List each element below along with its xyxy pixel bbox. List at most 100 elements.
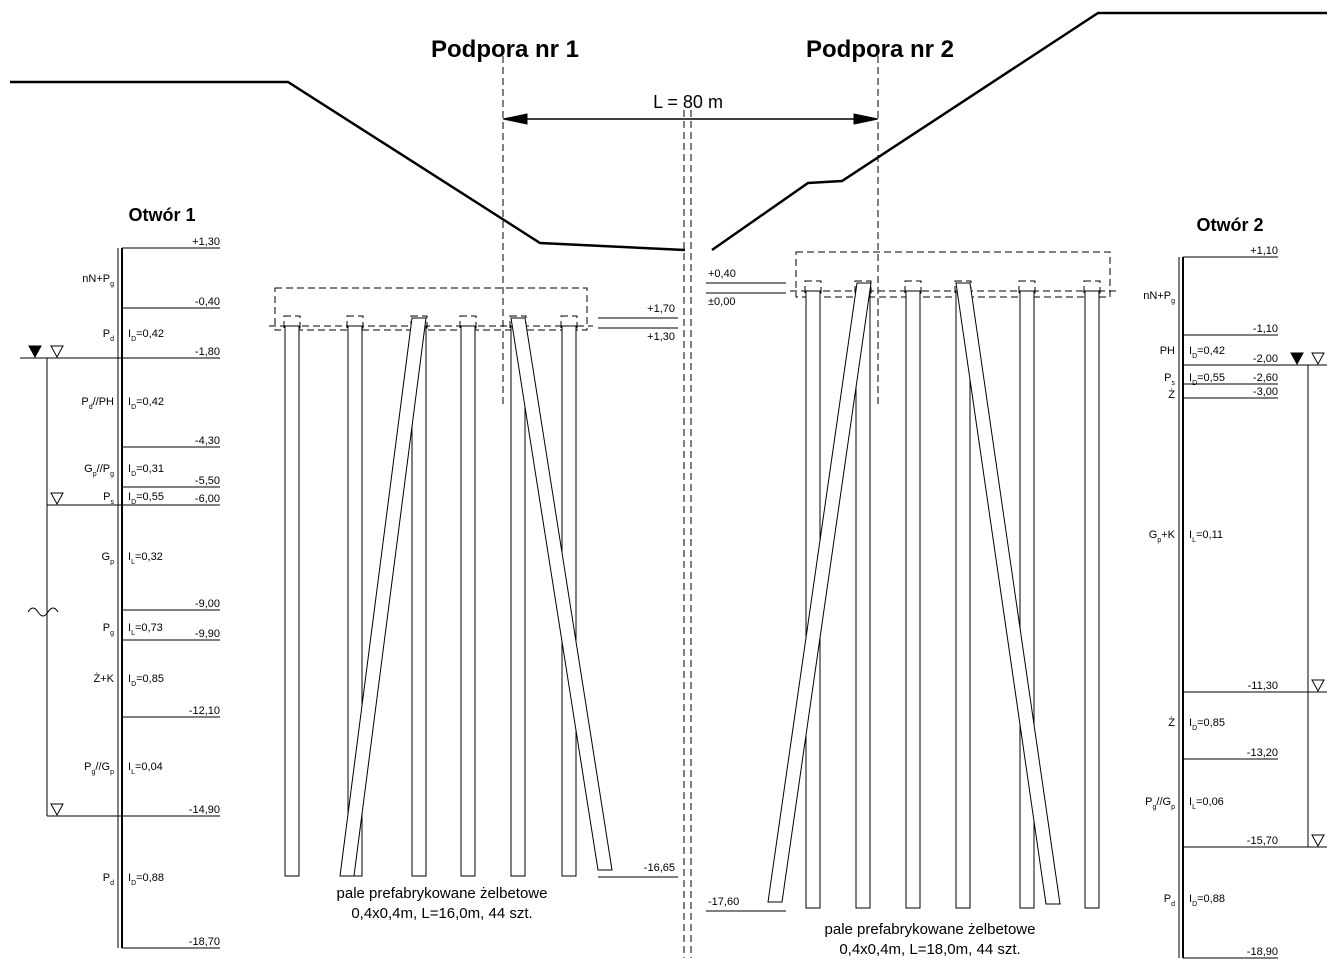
soil-index-part: L	[1192, 537, 1196, 544]
pile	[855, 290, 871, 909]
soil-label-part: d	[1171, 901, 1175, 908]
soil-label: Pg	[103, 622, 114, 637]
soil-index-part: I	[128, 551, 131, 563]
soil-index-part: =0,88	[1197, 893, 1225, 905]
soil-label: Pd	[103, 328, 114, 343]
arrow	[502, 113, 528, 125]
level-label: -9,00	[195, 598, 220, 610]
soil-label-part: g	[110, 471, 114, 478]
soil-label: Ps	[1164, 372, 1175, 387]
soil-index-part: D	[131, 336, 136, 343]
soil-index-part: I	[1189, 893, 1192, 905]
soil-index-part: I	[128, 872, 131, 884]
water-symbol	[50, 492, 64, 506]
soil-index-part: =0,04	[135, 761, 163, 773]
level-label: -15,70	[1247, 835, 1278, 847]
soil-label: Pd	[1164, 893, 1175, 908]
soil-index-part: =0,42	[136, 328, 164, 340]
soil-label-part: g	[92, 769, 96, 776]
soil-index-part: I	[1189, 345, 1192, 357]
soil-index-part: =0,85	[136, 673, 164, 685]
span-label: L = 80 m	[653, 92, 723, 112]
soil-label-part: //P	[97, 463, 110, 475]
soil-label-part: P	[103, 491, 110, 503]
soil-label-part: p	[1157, 537, 1161, 544]
soil-label-part: g	[1171, 298, 1175, 305]
soil-index: ID=0,55	[1189, 372, 1225, 387]
soil-label-part: Ż	[1168, 716, 1175, 729]
soil-label-part: P	[103, 622, 110, 634]
inclined-pile	[510, 317, 613, 871]
water-symbol	[28, 345, 42, 359]
soil-index-part: =0,06	[1196, 796, 1224, 808]
level-label: +1,30	[192, 236, 220, 248]
pile-cap	[795, 251, 1111, 298]
soil-index-part: I	[1189, 796, 1192, 808]
soil-label-part: //G	[1156, 796, 1171, 808]
soil-label-part: nN+P	[1143, 290, 1171, 302]
soil-index: ID=0,42	[1189, 345, 1225, 360]
soil-index-part: D	[131, 880, 136, 887]
soil-index-part: =0,42	[1197, 345, 1225, 357]
soil-index: ID=0,55	[128, 491, 164, 506]
pile	[1084, 290, 1100, 909]
borehole-title: Otwór 1	[128, 205, 195, 225]
level-label: -11,30	[1248, 680, 1278, 692]
soil-label-part: g	[1153, 804, 1157, 811]
soil-index-part: =0,55	[1197, 372, 1225, 384]
soil-label-part: g	[110, 281, 114, 288]
elevation-label: -17,60	[708, 896, 739, 908]
inclined-pile	[767, 282, 872, 903]
soil-label-part: nN+P	[82, 273, 110, 285]
level-label: -3,00	[1253, 386, 1278, 398]
soil-index: ID=0,88	[128, 872, 164, 887]
soil-index-part: L	[131, 559, 135, 566]
water-symbol	[1311, 679, 1325, 693]
level-label: -1,80	[195, 346, 220, 358]
soil-index-part: I	[128, 491, 131, 503]
soil-index-part: =0,32	[135, 551, 163, 563]
soil-index-part: D	[131, 681, 136, 688]
water-symbol	[50, 345, 64, 359]
water-symbol	[1311, 834, 1325, 848]
soil-index-part: I	[128, 673, 131, 685]
level-label: -9,90	[195, 628, 220, 640]
elevation-label: ±0,00	[708, 296, 735, 308]
soil-index: IL=0,04	[128, 761, 163, 776]
soil-index-part: =0,85	[1197, 717, 1225, 729]
borehole-title: Otwór 2	[1196, 215, 1263, 235]
level-label: -18,90	[1247, 946, 1278, 958]
soil-label-part: p	[110, 769, 114, 776]
soil-index-part: D	[1192, 353, 1197, 360]
soil-label: Ps	[103, 491, 114, 506]
water-symbol	[1290, 352, 1304, 366]
pile	[955, 290, 971, 909]
soil-index: ID=0,85	[128, 673, 164, 688]
pile-caption: 0,4x0,4m, L=16,0m, 44 szt.	[351, 905, 532, 922]
soil-label: Pg//Gp	[84, 761, 114, 776]
ground-line	[711, 11, 1327, 252]
soil-index: IL=0,73	[128, 622, 163, 637]
level-label: -2,00	[1253, 353, 1278, 365]
soil-label: Pd//PH	[81, 396, 114, 411]
soil-index-part: L	[131, 630, 135, 637]
soil-index-part: =0,88	[136, 872, 164, 884]
soil-index: IL=0,11	[1189, 529, 1223, 544]
soil-index-part: D	[131, 404, 136, 411]
soil-label-part: Ż	[1168, 388, 1175, 401]
soil-label-part: Ż+K	[94, 672, 115, 685]
level-label: -4,30	[195, 435, 220, 447]
ground-line	[10, 80, 686, 252]
pile-caption: pale prefabrykowane żelbetowe	[337, 885, 548, 902]
soil-index-part: D	[1192, 380, 1197, 387]
soil-label: Gp//Pg	[84, 463, 114, 478]
soil-label-part: PH	[1160, 345, 1175, 357]
soil-label-part: p	[93, 471, 97, 478]
level-label: -13,20	[1247, 747, 1278, 759]
soil-label: Ż+K	[94, 672, 115, 685]
soil-label-part: d	[110, 336, 114, 343]
inclined-pile	[339, 317, 427, 877]
soil-index-part: D	[1192, 901, 1197, 908]
soil-label: Ż	[1168, 388, 1175, 401]
soil-label-part: P	[84, 761, 91, 773]
